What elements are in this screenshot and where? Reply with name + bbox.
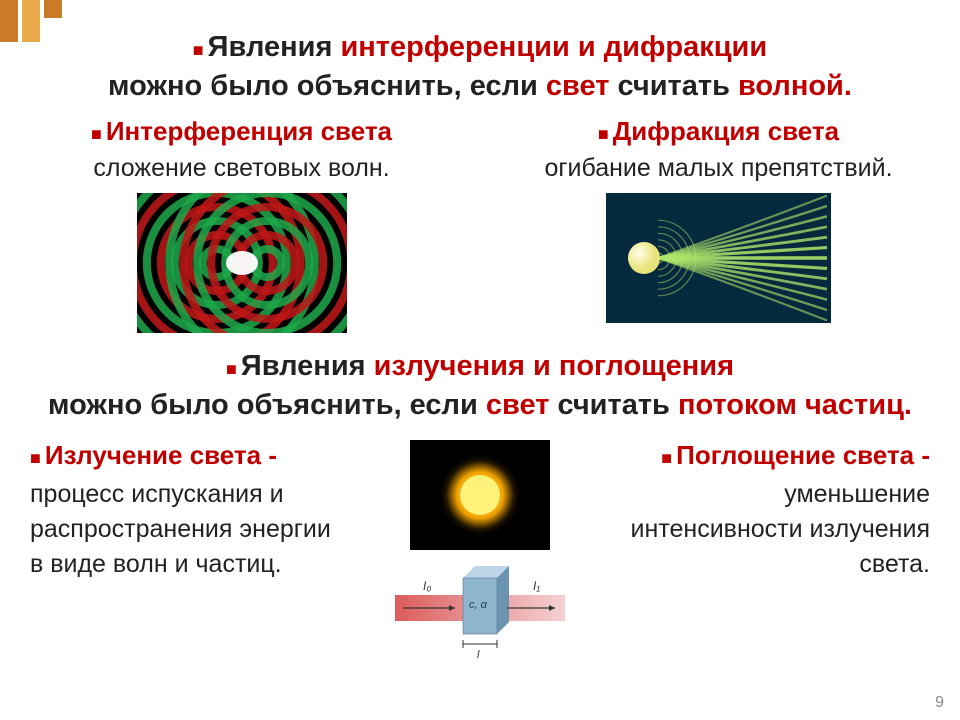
mid-red1: излучения и поглощения [374,350,734,382]
top-row: ■Интерференция света сложение световых в… [30,116,930,339]
headline-red1: интерференции и дифракции [340,31,767,63]
headline-red3: волной. [738,70,852,102]
bullet-icon: ■ [193,40,204,60]
diffraction-column: ■Дифракция света огибание малых препятст… [507,116,930,339]
diffraction-image [507,193,930,323]
interference-image [30,193,453,333]
diffraction-title: ■Дифракция света [507,116,930,147]
interference-title: ■Интерференция света [30,116,453,147]
svg-text:I₁: I₁ [533,579,540,593]
mid-red3: потоком частиц. [678,389,912,421]
center-images: I₀ I₁ c, α l [345,440,615,660]
emission-title: ■Излучение света - [30,440,336,471]
headline-prefix: Явления [208,31,341,63]
svg-text:l: l [477,649,480,660]
absorption-title: ■Поглощение света - [624,440,930,471]
interference-column: ■Интерференция света сложение световых в… [30,116,453,339]
bullet-icon: ■ [226,359,237,379]
page-number: 9 [935,694,944,712]
headline-red2: свет [546,70,610,102]
diffraction-desc: огибание малых препятствий. [507,153,930,183]
mid-line2b: считать [549,389,678,421]
mid-line2a: можно было объяснить, если [48,389,486,421]
svg-text:I₀: I₀ [423,579,431,593]
absorption-column: ■Поглощение света - уменьшение интенсивн… [624,440,930,582]
slide-content: ■Явления интерференции и дифракции можно… [0,28,960,660]
emission-desc: процесс испускания и распространения эне… [30,477,336,582]
mid-prefix: Явления [241,350,374,382]
emission-column: ■Излучение света - процесс испускания и … [30,440,336,582]
interference-desc: сложение световых волн. [30,153,453,183]
absorption-desc: уменьшение интенсивности излучения света… [624,477,930,582]
emission-image [410,440,550,550]
absorption-image: I₀ I₁ c, α l [395,560,565,660]
mid-red2: свет [486,389,550,421]
headline-line2b: считать [609,70,738,102]
svg-text:c, α: c, α [469,599,488,611]
headline-block: ■Явления интерференции и дифракции можно… [30,28,930,106]
bottom-row: ■Излучение света - процесс испускания и … [30,440,930,660]
headline-line2a: можно было объяснить, если [108,70,546,102]
midline-block: ■Явления излучения и поглощения можно бы… [30,347,930,425]
